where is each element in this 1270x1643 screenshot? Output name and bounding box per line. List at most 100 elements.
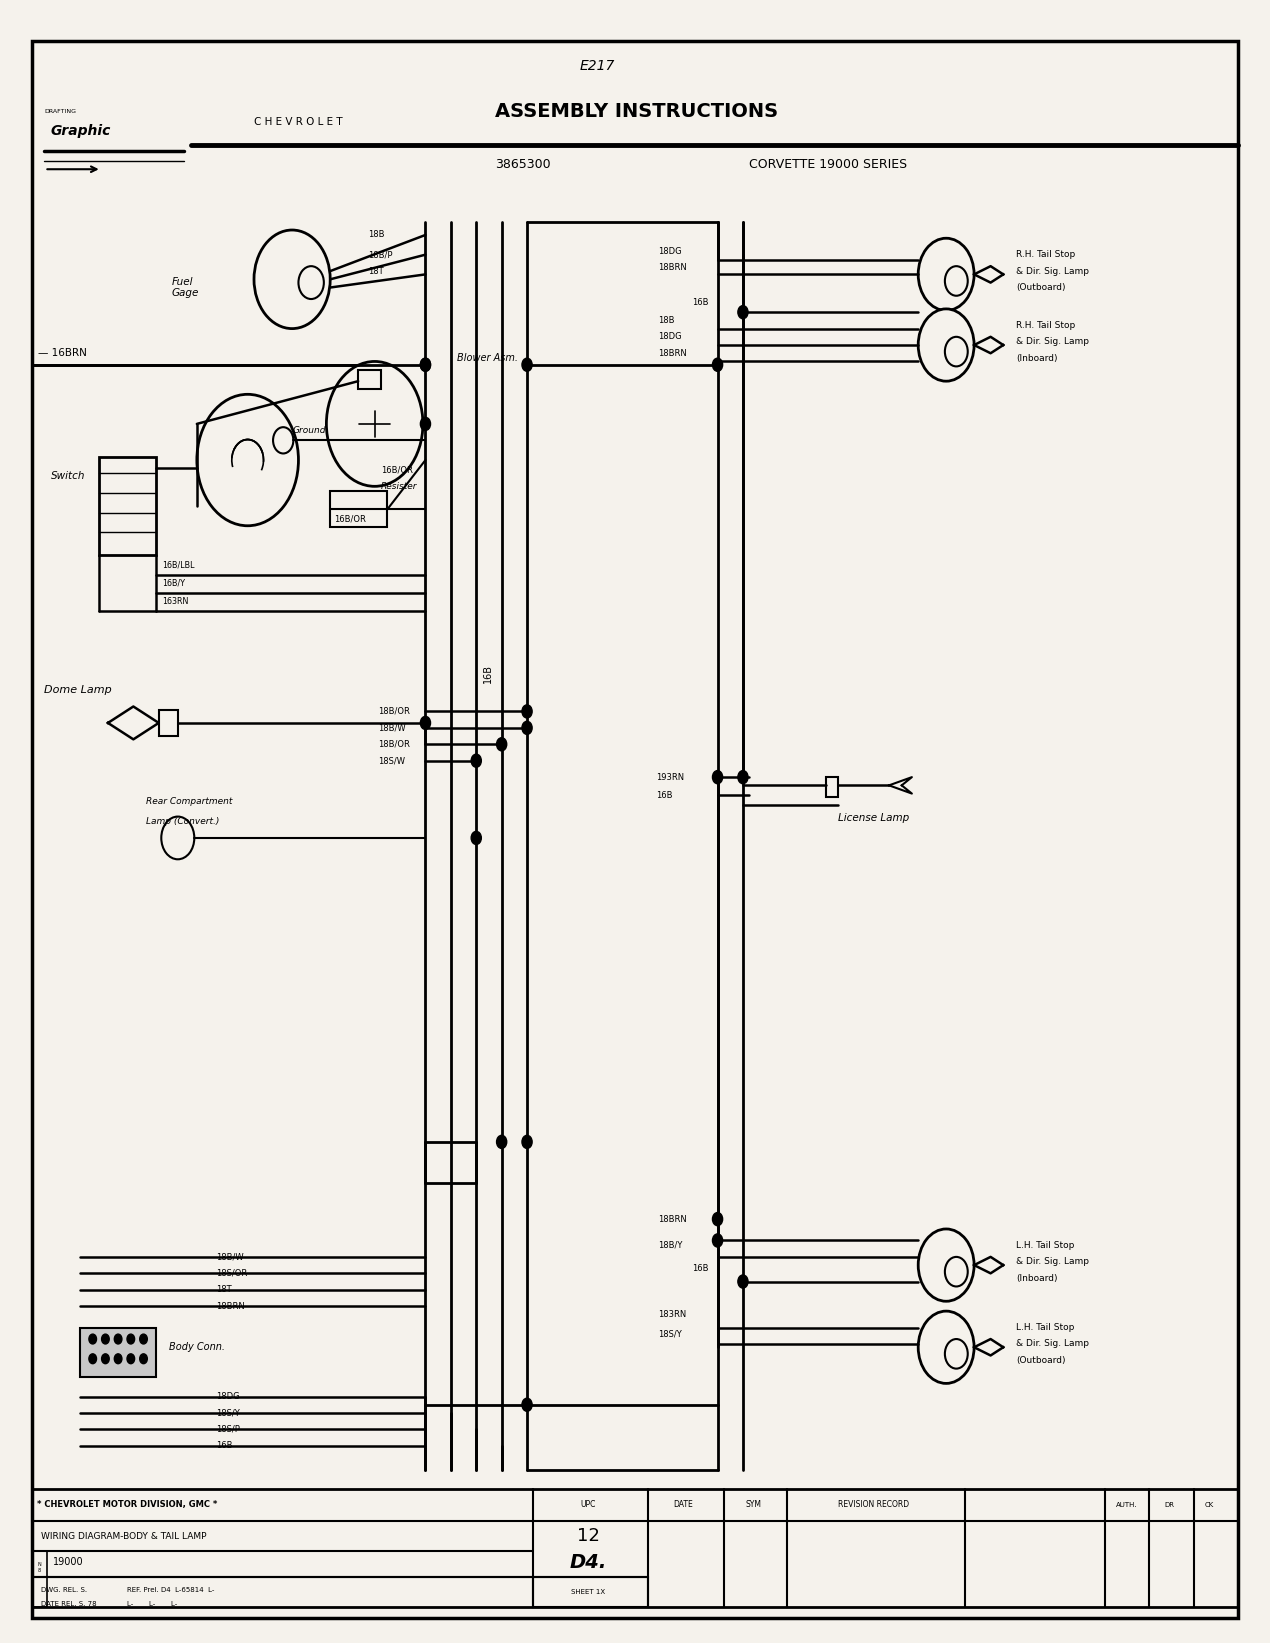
Text: 18B/OR: 18B/OR [378,706,410,716]
Bar [32,1551,47,1607]
Text: UPC: UPC [580,1500,596,1510]
Circle shape [918,238,974,311]
Text: Rear Compartment: Rear Compartment [146,797,232,807]
Text: REF. Prel. D4  L-65814  L-: REF. Prel. D4 L-65814 L- [127,1587,215,1594]
Text: Body Conn.: Body Conn. [169,1342,225,1352]
Circle shape [127,1354,135,1364]
Text: WIRING DIAGRAM-BODY & TAIL LAMP: WIRING DIAGRAM-BODY & TAIL LAMP [41,1531,206,1541]
Text: 16B/OR: 16B/OR [381,465,413,475]
Text: 18S/Y: 18S/Y [216,1408,240,1418]
Text: 18BRN: 18BRN [658,1214,687,1224]
Circle shape [738,771,748,784]
Text: & Dir. Sig. Lamp: & Dir. Sig. Lamp [1016,337,1088,347]
Text: 12: 12 [577,1528,599,1544]
Text: 18T: 18T [368,266,384,276]
Circle shape [326,361,423,486]
Text: Blower Asm.: Blower Asm. [457,353,518,363]
Text: 18B/P: 18B/P [368,250,392,260]
Text: 16B: 16B [483,664,493,683]
Circle shape [918,1229,974,1301]
Text: (Outboard): (Outboard) [1016,283,1066,292]
Text: Resister: Resister [381,481,418,491]
Circle shape [140,1334,147,1344]
Text: & Dir. Sig. Lamp: & Dir. Sig. Lamp [1016,1257,1088,1267]
Text: 18S/OR: 18S/OR [216,1268,248,1278]
Circle shape [114,1354,122,1364]
Circle shape [918,309,974,381]
Text: 16B/Y: 16B/Y [163,578,185,588]
Circle shape [522,721,532,734]
Bar [330,491,387,527]
Circle shape [420,716,431,729]
Text: DATE REL. S. 78: DATE REL. S. 78 [41,1600,97,1607]
Text: 18B: 18B [368,230,385,240]
Text: REVISION RECORD: REVISION RECORD [838,1500,909,1510]
Circle shape [161,817,194,859]
Text: 19000: 19000 [53,1558,84,1567]
Text: SYM: SYM [745,1500,761,1510]
Text: 18B: 18B [658,315,674,325]
Text: 18BRN: 18BRN [658,348,687,358]
Text: 18BRN: 18BRN [658,263,687,273]
Circle shape [522,705,532,718]
Bar [159,710,178,736]
Text: CK: CK [1204,1502,1214,1508]
Circle shape [945,1339,968,1369]
Text: 18S/P: 18S/P [216,1424,240,1434]
Text: DATE: DATE [673,1500,693,1510]
Text: 18B/W: 18B/W [216,1252,244,1262]
Text: L.H. Tail Stop: L.H. Tail Stop [1016,1240,1074,1250]
Text: 18T: 18T [216,1285,231,1295]
Text: 16B: 16B [692,1263,709,1273]
Circle shape [89,1334,97,1344]
Text: 16B/LBL: 16B/LBL [163,560,196,570]
Circle shape [420,417,431,430]
Circle shape [522,358,532,371]
Text: Switch: Switch [51,472,85,481]
Text: 16B: 16B [692,297,709,307]
Bar [32,1489,1238,1607]
Circle shape [102,1354,109,1364]
Text: 16B/OR: 16B/OR [334,514,366,524]
Text: (Inboard): (Inboard) [1016,353,1058,363]
Text: E217: E217 [579,59,615,72]
Circle shape [945,266,968,296]
Text: & Dir. Sig. Lamp: & Dir. Sig. Lamp [1016,1339,1088,1349]
Text: 18DG: 18DG [658,332,682,342]
Text: L.H. Tail Stop: L.H. Tail Stop [1016,1323,1074,1332]
Bar [533,1577,648,1607]
Text: DRAFTING: DRAFTING [44,108,76,115]
Circle shape [712,1234,723,1247]
Text: R.H. Tail Stop: R.H. Tail Stop [1016,320,1076,330]
Circle shape [738,306,748,319]
Text: 18BRN: 18BRN [216,1301,245,1311]
Text: 183RN: 183RN [658,1309,686,1319]
Circle shape [918,1311,974,1383]
Text: DR: DR [1165,1502,1175,1508]
Text: C H E V R O L E T: C H E V R O L E T [254,117,343,127]
Text: D4.: D4. [569,1553,607,1572]
Circle shape [497,1135,507,1148]
Text: SHEET 1X: SHEET 1X [572,1589,605,1595]
Bar [99,457,156,555]
Text: 18DG: 18DG [216,1392,240,1401]
Text: N
8: N 8 [38,1562,41,1572]
Text: Graphic: Graphic [51,125,112,138]
Text: 163RN: 163RN [163,596,189,606]
Circle shape [102,1334,109,1344]
Circle shape [522,1398,532,1411]
Circle shape [497,738,507,751]
Text: 16B: 16B [216,1441,232,1451]
Text: AUTH.: AUTH. [1116,1502,1137,1508]
Text: L-       L-       L-: L- L- L- [127,1600,178,1607]
Text: 18DG: 18DG [658,246,682,256]
Text: — 16BRN: — 16BRN [38,348,86,358]
Circle shape [273,427,293,453]
Text: Ground: Ground [292,426,325,435]
Circle shape [89,1354,97,1364]
Bar [826,777,838,797]
Circle shape [114,1334,122,1344]
Text: ASSEMBLY INSTRUCTIONS: ASSEMBLY INSTRUCTIONS [495,102,779,122]
Circle shape [712,771,723,784]
Text: 18S/W: 18S/W [378,756,405,766]
